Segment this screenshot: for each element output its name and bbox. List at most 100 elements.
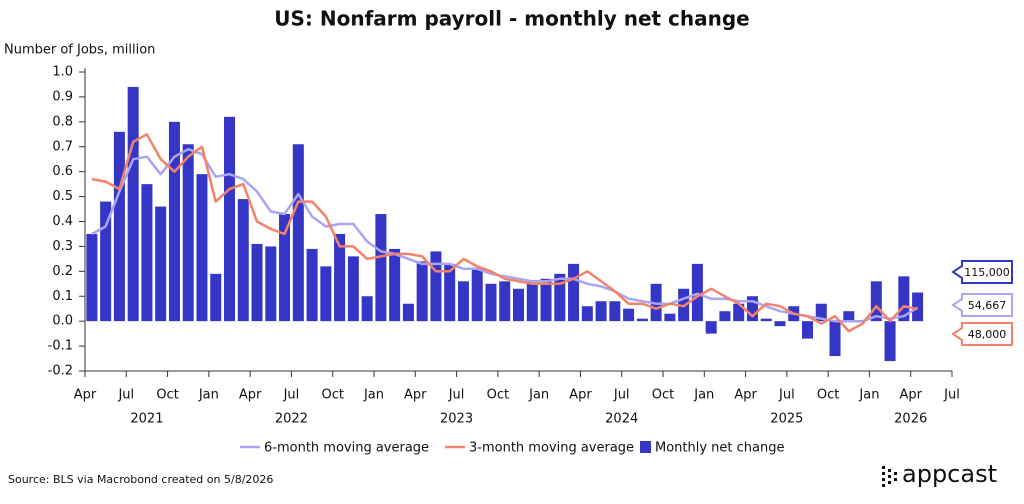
brand: appcast — [902, 460, 997, 488]
y-tick-label: 0.9 — [52, 89, 73, 104]
x-tick-label: Oct — [321, 388, 343, 403]
y-tick-label: 0.8 — [52, 114, 73, 129]
bar — [237, 199, 249, 322]
y-tick-label: 0.2 — [52, 264, 73, 279]
bar — [705, 321, 717, 334]
bar — [912, 292, 924, 322]
bar — [141, 184, 153, 322]
legend-swatch — [640, 441, 651, 453]
chart-title: US: Nonfarm payroll - monthly net change — [274, 7, 749, 31]
year-label: 2025 — [770, 412, 803, 427]
bar — [801, 321, 814, 339]
bar — [347, 256, 359, 322]
y-tick-label: 1.0 — [52, 65, 73, 80]
end-label: 48,000 — [968, 328, 1007, 341]
y-tick-label: 0.6 — [52, 164, 73, 179]
bar — [829, 321, 841, 357]
end-label: 115,000 — [964, 266, 1010, 279]
legend-label: 3-month moving average — [469, 441, 634, 456]
line — [91, 147, 919, 323]
bar — [86, 233, 98, 322]
bar — [402, 303, 414, 322]
x-tick-label: Jul — [448, 388, 465, 403]
end-label-box — [951, 322, 1013, 346]
x-tick-label: Oct — [652, 388, 674, 403]
y-tick-label: -0.2 — [48, 364, 73, 379]
bar — [168, 121, 180, 322]
y-tick-label: 0.1 — [52, 289, 73, 304]
x-tick-label: Jul — [778, 388, 795, 403]
year-label: 2021 — [130, 412, 163, 427]
y-tick-label: 0.7 — [52, 139, 73, 154]
bar — [898, 276, 910, 322]
bar — [843, 311, 855, 322]
bar — [623, 308, 635, 322]
bar — [719, 311, 731, 322]
end-label-box — [951, 260, 1013, 284]
bar — [664, 313, 676, 322]
x-tick-label: Jan — [363, 388, 384, 403]
bar — [774, 321, 786, 327]
bar — [595, 301, 607, 322]
y-tick-label: 0.0 — [52, 314, 73, 329]
logo-dots — [882, 466, 897, 487]
bar — [499, 281, 511, 322]
bar — [870, 281, 882, 322]
bar — [113, 131, 125, 322]
bar — [733, 303, 745, 322]
x-tick-label: Jan — [858, 388, 879, 403]
y-tick-label: 0.4 — [52, 214, 73, 229]
x-tick-label: Oct — [156, 388, 178, 403]
x-tick-label: Jul — [117, 388, 134, 403]
x-tick-label: Apr — [239, 388, 262, 403]
x-tick-label: Apr — [404, 388, 427, 403]
x-tick-label: Jan — [528, 388, 549, 403]
bar — [884, 321, 896, 362]
bar — [100, 201, 112, 322]
bar — [636, 318, 648, 322]
bar — [223, 116, 236, 322]
bar — [554, 273, 566, 322]
bar — [416, 261, 428, 322]
bar — [485, 283, 497, 322]
year-label: 2026 — [894, 412, 927, 427]
bar — [430, 251, 442, 322]
end-label: 54,667 — [968, 299, 1007, 312]
bar — [155, 206, 167, 322]
bar — [361, 296, 373, 322]
bar — [196, 174, 208, 322]
bar — [540, 278, 552, 322]
x-tick-label: Apr — [569, 388, 592, 403]
legend-label: Monthly net change — [655, 441, 785, 456]
bar — [265, 246, 277, 322]
y-tick-label: 0.5 — [52, 189, 73, 204]
bar — [279, 214, 291, 322]
year-label: 2022 — [275, 412, 308, 427]
x-tick-label: Jul — [613, 388, 630, 403]
year-label: 2023 — [440, 412, 473, 427]
legend-label: 6-month moving average — [264, 441, 429, 456]
y-axis-label: Number of Jobs, million — [4, 43, 155, 58]
x-tick-label: Oct — [817, 388, 839, 403]
bar — [512, 288, 525, 322]
x-tick-label: Jan — [693, 388, 714, 403]
x-tick-label: Apr — [734, 388, 757, 403]
bar — [581, 306, 593, 322]
bar — [471, 268, 483, 322]
bar — [444, 263, 456, 322]
bar — [320, 266, 332, 322]
year-label: 2024 — [605, 412, 638, 427]
bar — [389, 248, 401, 322]
bar — [746, 296, 758, 322]
x-tick-label: Jul — [283, 388, 300, 403]
bar — [691, 263, 703, 322]
x-tick-label: Apr — [74, 388, 97, 403]
bar — [306, 248, 318, 322]
bar — [568, 263, 580, 322]
bar — [251, 243, 263, 322]
line — [91, 133, 918, 333]
bar — [182, 144, 194, 322]
bar — [334, 233, 346, 322]
y-tick-label: -0.1 — [48, 339, 73, 354]
